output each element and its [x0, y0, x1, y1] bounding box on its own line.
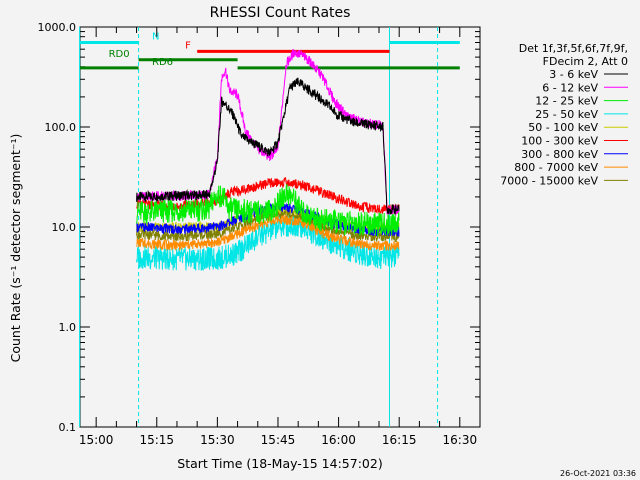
legend-label: 7000 - 15000 keV — [500, 174, 598, 187]
legend-label: 12 - 25 keV — [535, 95, 598, 108]
series-line-3 — [136, 214, 400, 271]
timestamp: 26-Oct-2021 03:36 — [560, 469, 636, 478]
legend-header-line-1: Det 1f,3f,5f,6f,7f,9f, — [519, 42, 628, 55]
x-tick-label: 15:00 — [79, 433, 114, 447]
state-bar-label: N — [152, 31, 159, 42]
y-axis-label: Count Rate (s⁻¹ detector segment⁻¹) — [8, 134, 23, 363]
state-bar-label: RD6 — [152, 57, 173, 68]
legend-label: 100 - 300 keV — [521, 135, 598, 148]
legend-header-line-2: FDecim 2, Att 0 — [543, 55, 628, 68]
chart-title: RHESSI Count Rates — [210, 5, 351, 21]
legend-label: 3 - 6 keV — [549, 68, 598, 81]
series-line-2 — [136, 183, 400, 237]
x-tick-label: 15:15 — [139, 433, 174, 447]
state-bar-label: RD0 — [109, 49, 130, 60]
y-tick-label: 1.0 — [59, 321, 77, 334]
legend-label: 6 - 12 keV — [542, 81, 598, 94]
y-tick-label: 1000.0 — [38, 21, 77, 34]
y-tick-label: 100.0 — [45, 121, 77, 134]
legend-label: 50 - 100 keV — [528, 121, 598, 134]
x-tick-label: 16:00 — [321, 433, 356, 447]
x-tick-label: 16:15 — [382, 433, 417, 447]
x-tick-label: 15:30 — [200, 433, 235, 447]
series-line-0 — [136, 77, 400, 215]
state-bar-label: F — [185, 40, 191, 51]
legend-label: 300 - 800 keV — [521, 148, 598, 161]
legend-label: 25 - 50 keV — [535, 108, 598, 121]
y-tick-label: 0.1 — [59, 421, 77, 434]
x-tick-label: 15:45 — [261, 433, 296, 447]
series-line-5 — [136, 176, 400, 215]
legend-label: 800 - 7000 keV — [514, 161, 598, 174]
x-tick-label: 16:30 — [443, 433, 478, 447]
y-tick-label: 10.0 — [52, 221, 77, 234]
x-axis-label: Start Time (18-May-15 14:57:02) — [177, 456, 382, 471]
series-line-7 — [136, 214, 400, 252]
